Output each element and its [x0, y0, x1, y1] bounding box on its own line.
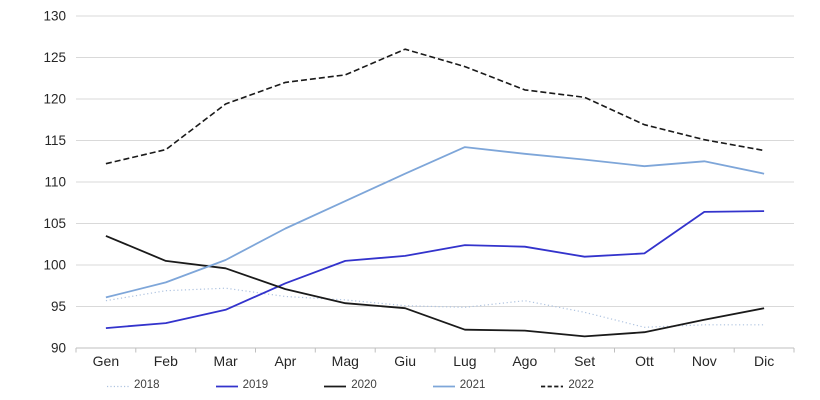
legend-swatch-solid-line	[324, 385, 347, 387]
x-axis-tick-label: Mar	[214, 353, 238, 369]
x-axis-tick-label: Giu	[394, 353, 416, 369]
x-axis-tick-label: Set	[574, 353, 595, 369]
line-chart: 90 95 100 105 110 115 120 125 130 Gen Feb Mar Apr Mag…	[43, 9, 795, 369]
legend-label: 2018	[134, 379, 160, 392]
legend-label: 2020	[351, 379, 377, 392]
x-axis-tick-label: Lug	[453, 353, 476, 369]
y-axis-tick-label: 120	[43, 92, 66, 107]
legend-item-2018: 2018	[107, 380, 160, 392]
legend-label: 2019	[242, 379, 269, 392]
legend-swatch-solid-line	[215, 385, 238, 387]
x-axis-tick-label: Apr	[275, 353, 297, 369]
y-axis-tick-label: 115	[44, 133, 66, 148]
y-axis-tick-label: 100	[43, 258, 66, 273]
y-axis-tick-label: 110	[44, 175, 66, 190]
x-axis-tick-label: Mag	[332, 353, 359, 369]
legend-item-2022: 2022	[541, 380, 594, 392]
legend-label: 2022	[568, 379, 594, 392]
legend-label: 2021	[459, 379, 486, 392]
x-axis-tick-label: Ago	[512, 353, 537, 369]
x-axis-tick-label: Feb	[154, 353, 178, 369]
chart-legend: 2018 2019 2020 2021 2022	[0, 375, 820, 397]
series-line-2020	[105, 235, 765, 338]
legend-item-2020: 2020	[324, 380, 377, 392]
y-axis-tick-label: 125	[43, 50, 66, 65]
x-axis-tick-label: Ott	[635, 353, 654, 369]
y-axis-tick-label: 90	[51, 341, 66, 356]
series-line-2021	[105, 146, 765, 299]
legend-swatch-dashed-line	[541, 385, 564, 387]
legend-item-2019: 2019	[215, 379, 269, 392]
legend-item-2021: 2021	[432, 379, 486, 392]
series-line-2022	[105, 48, 765, 165]
legend-swatch-dotted-line	[107, 385, 129, 387]
x-axis-tick-label: Gen	[93, 353, 119, 369]
y-axis-tick-label: 130	[43, 9, 66, 24]
x-axis-tick-label: Dic	[754, 353, 774, 369]
series-line-2018	[105, 287, 765, 328]
y-axis-tick-label: 95	[51, 299, 66, 314]
x-axis-tick-label: Nov	[692, 353, 717, 369]
legend-swatch-solid-line	[432, 385, 455, 387]
y-axis-tick-label: 105	[43, 216, 66, 231]
series-line-2019	[105, 210, 765, 329]
